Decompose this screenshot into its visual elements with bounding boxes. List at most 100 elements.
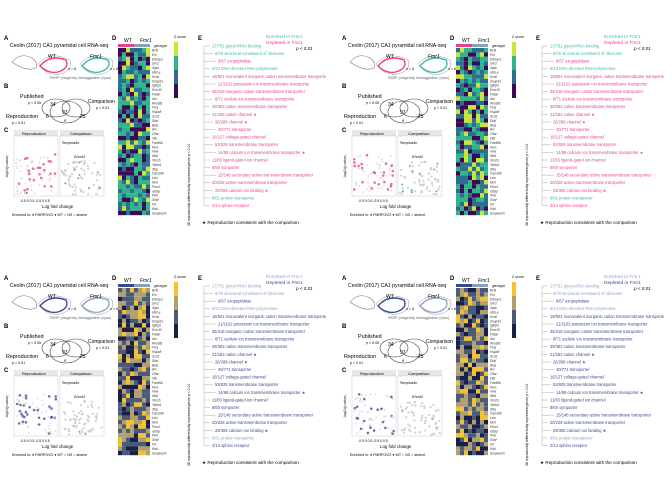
heatmap-cell bbox=[146, 354, 150, 359]
volcano-point bbox=[45, 409, 48, 412]
heatmap-gene-label: Gm2 bbox=[152, 62, 159, 66]
volcano-point bbox=[421, 402, 424, 405]
heatmap-cell bbox=[460, 74, 464, 79]
heatmap-cell bbox=[468, 402, 472, 407]
heat-header-wt: WT bbox=[462, 38, 470, 44]
heatmap-cell bbox=[146, 184, 150, 189]
heatmap-cell bbox=[118, 206, 122, 211]
heatmap-cell bbox=[476, 74, 480, 79]
volcano-point bbox=[384, 415, 387, 418]
heatmap-cell bbox=[468, 210, 472, 216]
go-term: 6/67 exopeptidase bbox=[556, 59, 590, 64]
heatmap-cell bbox=[460, 92, 464, 97]
heatmap-cell bbox=[134, 384, 138, 390]
volcano-point bbox=[69, 175, 72, 178]
heatmap-cell bbox=[464, 109, 468, 114]
volcano-point bbox=[72, 161, 75, 164]
volcano-point bbox=[100, 426, 103, 429]
heatmap-cell bbox=[484, 136, 488, 141]
heatmap-cell bbox=[126, 393, 130, 398]
go-term: 35/318 inorganic cation transmembrane tr… bbox=[212, 89, 306, 94]
volcano-header-right bbox=[398, 130, 442, 136]
volcano-point bbox=[66, 401, 69, 404]
heatmap-cell bbox=[146, 83, 150, 88]
label-e: E bbox=[198, 276, 202, 282]
heatmap-cell bbox=[130, 105, 134, 110]
heatmap-cell bbox=[118, 376, 122, 381]
heatmap-cell bbox=[480, 402, 484, 407]
volcano-point bbox=[54, 397, 58, 401]
volcano-point bbox=[23, 415, 26, 419]
heatmap-cell bbox=[464, 402, 468, 407]
heatmap-cell bbox=[476, 65, 480, 70]
volcano-point bbox=[376, 408, 379, 411]
venn-c: 25 bbox=[80, 114, 86, 120]
heatmap-cell bbox=[130, 96, 134, 101]
colorbar-step bbox=[174, 282, 178, 296]
heatmap-gene-list: Bcl6ElnEfemp1Gm2SgtaHbb-yKcnnSnap91Igfbp… bbox=[151, 49, 167, 216]
heatmap-cell bbox=[122, 175, 126, 180]
volcano-point bbox=[353, 158, 356, 161]
heatmap-cell bbox=[464, 288, 468, 293]
volcano-right-title: Comparison bbox=[408, 131, 430, 136]
label-a: A bbox=[342, 36, 347, 42]
heatmap-cell bbox=[122, 193, 126, 198]
volcano-point bbox=[32, 408, 36, 412]
heatmap-cell bbox=[142, 389, 146, 394]
heatmap-cell bbox=[138, 428, 142, 434]
colorbar-step bbox=[512, 296, 516, 310]
heatmap-cell bbox=[484, 450, 488, 456]
heatmap-cell bbox=[138, 442, 142, 447]
heatmap-cell bbox=[126, 380, 130, 385]
volcano-point bbox=[68, 433, 71, 436]
volcano-point bbox=[361, 422, 364, 425]
heatmap-cell bbox=[456, 122, 460, 128]
go-term: 39/383 cation transmembrane transporter bbox=[212, 344, 288, 349]
heatmap-cell bbox=[468, 371, 472, 376]
heatmap-cell bbox=[472, 74, 476, 79]
volcano-point bbox=[399, 191, 402, 194]
heatmap-gene-label: Inlb bbox=[490, 137, 495, 141]
heatmap-cell bbox=[464, 376, 468, 381]
heatmap-cell bbox=[456, 140, 460, 145]
volcano-point bbox=[358, 167, 360, 170]
heatmap-cell bbox=[142, 87, 146, 92]
heatmap-cell bbox=[456, 70, 460, 75]
pval-label: p < 0.01 bbox=[633, 46, 651, 51]
go-term: 14/88 calcium ion transmembrane transpor… bbox=[218, 150, 306, 155]
heatmap-cell bbox=[484, 180, 488, 185]
heatmap-cell bbox=[472, 384, 476, 390]
heatmap-cell bbox=[456, 136, 460, 141]
heatmap-cell bbox=[130, 74, 134, 79]
heatmap-cell bbox=[480, 296, 484, 302]
heatmap-cell bbox=[130, 61, 134, 66]
heatmap-cell bbox=[126, 318, 130, 324]
label-b: B bbox=[4, 324, 9, 330]
heatmap-cell bbox=[476, 52, 480, 57]
heatmap-cell bbox=[460, 318, 464, 324]
heatmap-gene-label: Arc bbox=[489, 128, 495, 132]
heatmap-cell bbox=[456, 420, 460, 425]
label-b: B bbox=[4, 84, 9, 90]
heatmap-cell bbox=[476, 420, 480, 425]
volcano-point bbox=[30, 161, 33, 164]
heatmap-cell bbox=[480, 327, 484, 332]
heatmap-cell bbox=[134, 411, 138, 416]
reproduction-label: Reproduction bbox=[6, 354, 38, 360]
heatmap-cell bbox=[142, 420, 146, 425]
volcano-point bbox=[48, 173, 51, 176]
heatmap-cell bbox=[142, 380, 146, 385]
volcano-point bbox=[98, 173, 101, 176]
n-fmr1: n = 6 bbox=[110, 307, 118, 311]
heatmap-cell bbox=[468, 362, 472, 368]
volcano-right-points bbox=[63, 400, 103, 436]
volcano-point bbox=[24, 396, 28, 400]
heatmap-gene-label: Lsm bbox=[152, 416, 158, 420]
colorbar-step bbox=[512, 56, 516, 70]
heatmap-gene-label: Kcnn bbox=[152, 315, 159, 319]
heatmap-cell bbox=[472, 127, 476, 132]
heatmap-cell bbox=[142, 162, 146, 167]
heatmap-cell bbox=[484, 345, 488, 350]
zscore-label: Z score bbox=[174, 35, 186, 39]
heatmap-cell bbox=[134, 424, 138, 429]
